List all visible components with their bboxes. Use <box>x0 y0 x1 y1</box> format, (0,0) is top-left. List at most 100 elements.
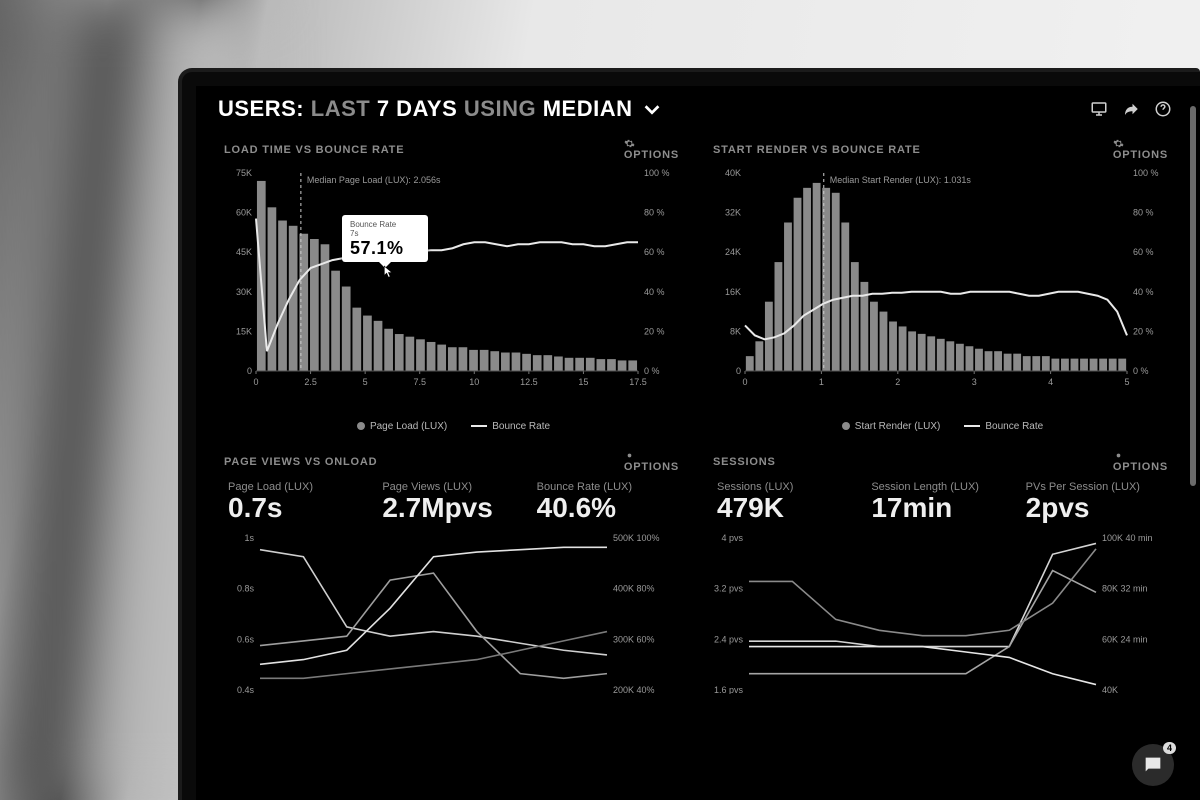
svg-text:4 pvs: 4 pvs <box>721 534 743 543</box>
chat-badge: 4 <box>1163 742 1176 754</box>
kpi-value: 40.6% <box>537 493 679 524</box>
svg-text:80 %: 80 % <box>1133 208 1154 218</box>
options-label: OPTIONS <box>624 461 679 473</box>
svg-text:3: 3 <box>972 377 977 387</box>
svg-text:4: 4 <box>1048 377 1053 387</box>
kpi-metric: Page Load (LUX) 0.7s <box>222 479 376 526</box>
svg-text:2: 2 <box>895 377 900 387</box>
svg-text:0: 0 <box>247 366 252 376</box>
cursor-icon <box>382 265 396 279</box>
svg-text:17.5: 17.5 <box>629 377 647 387</box>
kpi-metric: PVs Per Session (LUX) 2pvs <box>1020 479 1174 526</box>
svg-text:7.5: 7.5 <box>413 377 426 387</box>
svg-text:16K: 16K <box>725 287 741 297</box>
svg-text:2.5: 2.5 <box>304 377 317 387</box>
svg-text:Median Page Load (LUX): 2.056s: Median Page Load (LUX): 2.056s <box>307 175 441 185</box>
svg-text:0 %: 0 % <box>1133 366 1149 376</box>
title-word-range: 7 DAYS <box>377 96 457 121</box>
kpi-metric: Sessions (LUX) 479K <box>711 479 865 526</box>
svg-text:5: 5 <box>1124 377 1129 387</box>
chart-load-time: 75K100 %60K80 %45K60 %30K40 %15K20 %00 %… <box>222 167 685 417</box>
svg-text:60K: 60K <box>236 208 252 218</box>
svg-text:0.6s: 0.6s <box>237 634 255 644</box>
card-title: LOAD TIME VS BOUNCE RATE <box>224 144 404 156</box>
svg-text:0.8s: 0.8s <box>237 583 255 593</box>
card-title: PAGE VIEWS VS ONLOAD <box>224 456 377 468</box>
svg-text:2.4 pvs: 2.4 pvs <box>714 634 744 644</box>
legend-label: Page Load (LUX) <box>370 421 447 432</box>
chart-start-render: 40K100 %32K80 %24K60 %16K40 %8K20 %00 %M… <box>711 167 1174 417</box>
options-button[interactable]: OPTIONS <box>624 138 679 161</box>
options-button[interactable]: OPTIONS <box>624 450 679 473</box>
legend-item: Bounce Rate <box>471 421 550 432</box>
svg-text:0: 0 <box>253 377 258 387</box>
svg-text:0: 0 <box>742 377 747 387</box>
svg-text:40 %: 40 % <box>644 287 665 297</box>
svg-text:40K: 40K <box>1102 685 1118 694</box>
title-word-using: USING <box>464 96 536 121</box>
svg-text:40K: 40K <box>725 168 741 178</box>
svg-text:500K 100%: 500K 100% <box>613 534 660 543</box>
svg-text:8K: 8K <box>730 326 741 336</box>
svg-text:15: 15 <box>578 377 588 387</box>
title-word-median: MEDIAN <box>543 96 633 121</box>
svg-text:32K: 32K <box>725 208 741 218</box>
kpi-value: 479K <box>717 493 859 524</box>
options-button[interactable]: OPTIONS <box>1113 138 1168 161</box>
title-prefix: USERS: <box>218 96 304 121</box>
svg-text:0: 0 <box>736 366 741 376</box>
kpi-metric: Page Views (LUX) 2.7Mpvs <box>376 479 530 526</box>
help-icon[interactable] <box>1154 100 1172 118</box>
svg-text:5: 5 <box>363 377 368 387</box>
tooltip-value: 57.1% <box>350 238 420 259</box>
chart-legend: Page Load (LUX) Bounce Rate <box>222 417 685 432</box>
legend-label: Bounce Rate <box>985 421 1043 432</box>
laptop-frame: USERS: LAST 7 DAYS USING MEDIAN <box>178 68 1200 800</box>
svg-text:1s: 1s <box>244 534 254 543</box>
svg-text:45K: 45K <box>236 247 252 257</box>
chart-legend: Start Render (LUX) Bounce Rate <box>711 417 1174 432</box>
kpi-value: 2.7Mpvs <box>382 493 524 524</box>
svg-text:30K: 30K <box>236 287 252 297</box>
dashboard-screen: USERS: LAST 7 DAYS USING MEDIAN <box>196 86 1200 800</box>
page-title: USERS: LAST 7 DAYS USING MEDIAN <box>218 96 633 122</box>
kpi-metric: Bounce Rate (LUX) 40.6% <box>531 479 685 526</box>
tooltip-label: Bounce Rate <box>350 220 420 229</box>
svg-text:60 %: 60 % <box>644 247 665 257</box>
svg-text:15K: 15K <box>236 326 252 336</box>
svg-text:24K: 24K <box>725 247 741 257</box>
page-header: USERS: LAST 7 DAYS USING MEDIAN <box>196 86 1200 126</box>
chat-button[interactable]: 4 <box>1132 744 1174 786</box>
svg-text:3.2 pvs: 3.2 pvs <box>714 583 744 593</box>
card-load-time: LOAD TIME VS BOUNCE RATE OPTIONS 75K 100 … <box>218 130 689 436</box>
svg-text:1.6 pvs: 1.6 pvs <box>714 685 744 694</box>
chevron-down-icon[interactable] <box>641 98 663 120</box>
svg-text:400K 80%: 400K 80% <box>613 583 655 593</box>
svg-text:10: 10 <box>469 377 479 387</box>
legend-label: Start Render (LUX) <box>855 421 941 432</box>
card-title: SESSIONS <box>713 456 776 468</box>
svg-text:60 %: 60 % <box>1133 247 1154 257</box>
options-button[interactable]: OPTIONS <box>1113 450 1168 473</box>
svg-text:75K: 75K <box>236 168 252 178</box>
mini-chart-pageviews: 1s0.8s0.6s0.4s500K 100%400K 80%300K 60%2… <box>222 534 685 694</box>
svg-text:20 %: 20 % <box>1133 326 1154 336</box>
svg-text:12.5: 12.5 <box>520 377 538 387</box>
kpi-value: 17min <box>871 493 1013 524</box>
svg-text:1: 1 <box>819 377 824 387</box>
svg-text:100 %: 100 % <box>1133 168 1159 178</box>
svg-text:100 %: 100 % <box>644 168 670 178</box>
legend-item: Page Load (LUX) <box>357 421 447 432</box>
svg-text:0.4s: 0.4s <box>237 685 255 694</box>
chart-tooltip: Bounce Rate 7s 57.1% <box>342 215 428 262</box>
display-icon[interactable] <box>1090 100 1108 118</box>
svg-text:80K 32 min: 80K 32 min <box>1102 583 1148 593</box>
svg-text:100K 40 min: 100K 40 min <box>1102 534 1153 543</box>
svg-text:60K 24 min: 60K 24 min <box>1102 634 1148 644</box>
tooltip-sublabel: 7s <box>350 229 420 238</box>
kpi-value: 2pvs <box>1026 493 1168 524</box>
legend-label: Bounce Rate <box>492 421 550 432</box>
scrollbar[interactable] <box>1190 106 1196 486</box>
share-icon[interactable] <box>1122 100 1140 118</box>
card-grid: LOAD TIME VS BOUNCE RATE OPTIONS 75K100 … <box>196 126 1200 698</box>
